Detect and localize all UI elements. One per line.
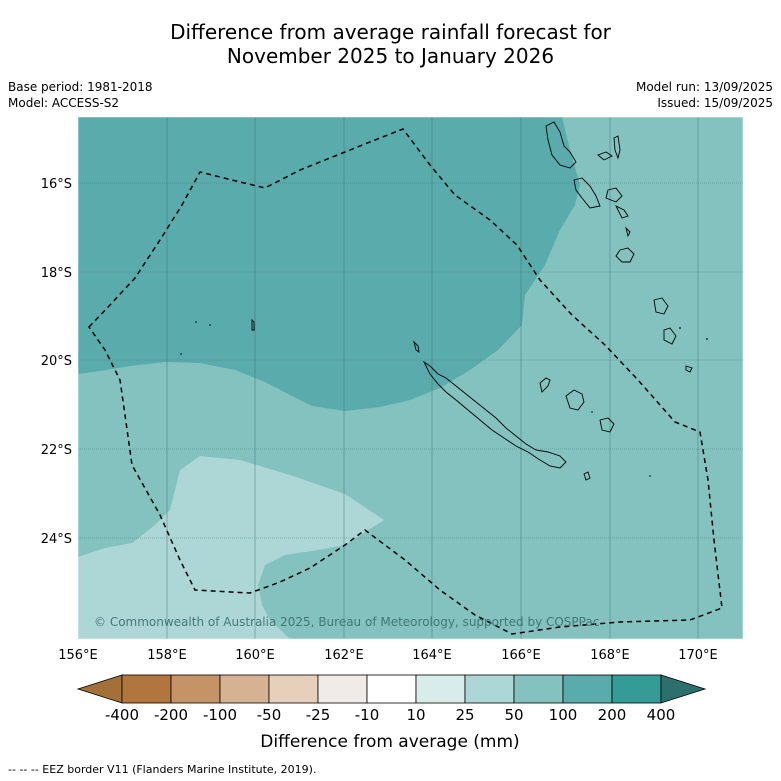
coastlines (251, 121, 693, 481)
colorbar-segment (464, 674, 515, 704)
colorbar-extend-high (660, 674, 707, 704)
model-run: Model run: 13/09/2025 (635, 80, 773, 94)
lon-labels: 156°E 158°E 160°E 162°E 164°E 166°E 168°… (58, 648, 718, 663)
lat-label: 22°S (41, 443, 72, 458)
lon-label: 162°E (324, 648, 364, 663)
isle-of-pines (583, 471, 591, 481)
new-caledonia-coast (422, 360, 567, 469)
base-period: Base period: 1981-2018 (8, 80, 153, 94)
colorbar-segment (121, 674, 172, 704)
colorbar-tick-label: -200 (154, 706, 188, 724)
title-line-1: Difference from average rainfall forecas… (170, 20, 611, 44)
lat-labels: 16°S 18°S 20°S 22°S 24°S (41, 177, 72, 547)
colorbar-segment (562, 674, 613, 704)
colorbar-tick-label: -50 (257, 706, 282, 724)
lon-label: 156°E (58, 648, 98, 663)
issued-date: Issued: 15/09/2025 (657, 96, 773, 110)
lat-gridlines (78, 182, 743, 539)
map-frame (77, 116, 744, 640)
colorbar-segment (366, 674, 417, 704)
loyalty-island-lifou (565, 389, 585, 411)
small-islets (180, 321, 708, 477)
colorbar: -400 -200 -100 -50 -25 -10 10 25 50 100 200 400 Dif… (76, 674, 707, 752)
vanuatu-maewo (613, 135, 621, 160)
lat-label: 20°S (41, 354, 72, 369)
eez-legend-note: -- -- -- EEZ border V11 (Flanders Marine… (8, 763, 317, 776)
belep-islands (413, 340, 420, 353)
colorbar-segment (513, 674, 564, 704)
vanuatu-malakula (573, 177, 601, 209)
colorbar-segment (317, 674, 368, 704)
model-name: Model: ACCESS-S2 (8, 96, 120, 110)
lon-label: 166°E (501, 648, 541, 663)
colorbar-segment (219, 674, 270, 704)
colorbar-tick-label: -10 (355, 706, 380, 724)
vanuatu-tanna (663, 327, 677, 345)
colorbar-segment (415, 674, 466, 704)
colorbar-segment (611, 674, 662, 704)
colorbar-tick-label: 25 (455, 706, 474, 724)
colorbar-tick-label: 100 (549, 706, 578, 724)
lon-label: 170°E (678, 648, 718, 663)
colorbar-label: Difference from average (mm) (260, 732, 519, 752)
vanuatu-pentecost (605, 187, 623, 203)
vanuatu-ambae (597, 151, 613, 161)
lon-label: 158°E (147, 648, 187, 663)
colorbar-tick-label: 400 (647, 706, 676, 724)
colorbar-tick-label: -25 (306, 706, 331, 724)
colorbar-tick-label: 10 (406, 706, 425, 724)
title-line-2: November 2025 to January 2026 (226, 44, 555, 68)
vanuatu-aneityum (685, 365, 693, 373)
chesterfield-reef (251, 318, 255, 331)
lat-label: 24°S (41, 532, 72, 547)
map-plot-area: © Commonwealth of Australia 2025, Bureau… (78, 117, 743, 639)
colorbar-tick-label: -400 (105, 706, 139, 724)
lat-label: 16°S (41, 177, 72, 192)
loyalty-island-ouvea (539, 377, 551, 393)
vanuatu-erromango (653, 297, 669, 315)
copyright-notice: © Commonwealth of Australia 2025, Bureau… (94, 615, 599, 629)
colorbar-tick-label: 200 (598, 706, 627, 724)
lat-label: 18°S (41, 266, 72, 281)
anomaly-zone-25-50 (78, 456, 384, 639)
lon-label: 164°E (412, 648, 452, 663)
colorbar-tick-label: 50 (504, 706, 523, 724)
colorbar-extend-low (76, 674, 123, 704)
vanuatu-efate (615, 247, 635, 263)
colorbar-segment (268, 674, 319, 704)
lon-label: 168°E (590, 648, 630, 663)
lon-label: 160°E (235, 648, 275, 663)
lon-gridlines (166, 117, 699, 639)
vanuatu-small-islands (614, 204, 631, 238)
anomaly-zone-100-200 (78, 117, 580, 411)
eez-border (88, 128, 723, 635)
loyalty-island-mare (599, 417, 615, 433)
colorbar-segment (170, 674, 221, 704)
vanuatu-espiritu-santo (545, 121, 577, 169)
colorbar-tick-label: -100 (203, 706, 237, 724)
